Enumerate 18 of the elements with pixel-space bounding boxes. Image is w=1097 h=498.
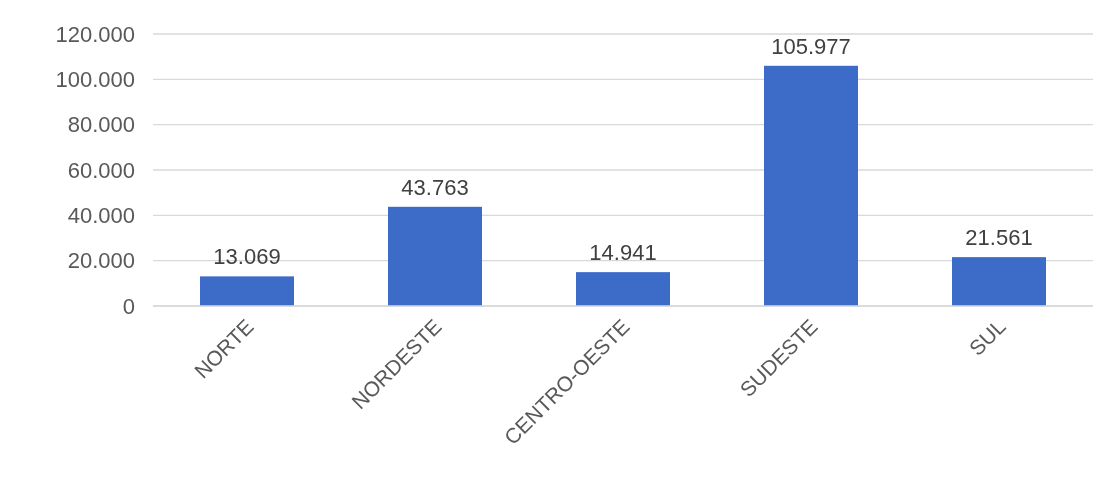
y-tick-label: 40.000 [67, 203, 135, 229]
data-label: 43.763 [401, 174, 469, 200]
data-label: 13.069 [213, 244, 281, 270]
bar [952, 257, 1046, 306]
x-tick-label: SUL [964, 314, 1010, 360]
bar [200, 276, 294, 306]
bar [388, 206, 482, 306]
data-label: 105.977 [771, 33, 851, 59]
data-label: 14.941 [589, 240, 657, 266]
y-tick-label: 120.000 [55, 21, 135, 47]
data-label: 21.561 [965, 225, 1033, 251]
y-tick-label: 60.000 [67, 157, 135, 183]
y-tick-label: 20.000 [67, 248, 135, 274]
bar [764, 65, 858, 306]
y-tick-label: 80.000 [67, 112, 135, 138]
y-tick-label: 100.000 [55, 67, 135, 93]
y-tick-label: 0 [122, 293, 135, 319]
bar [576, 272, 670, 306]
